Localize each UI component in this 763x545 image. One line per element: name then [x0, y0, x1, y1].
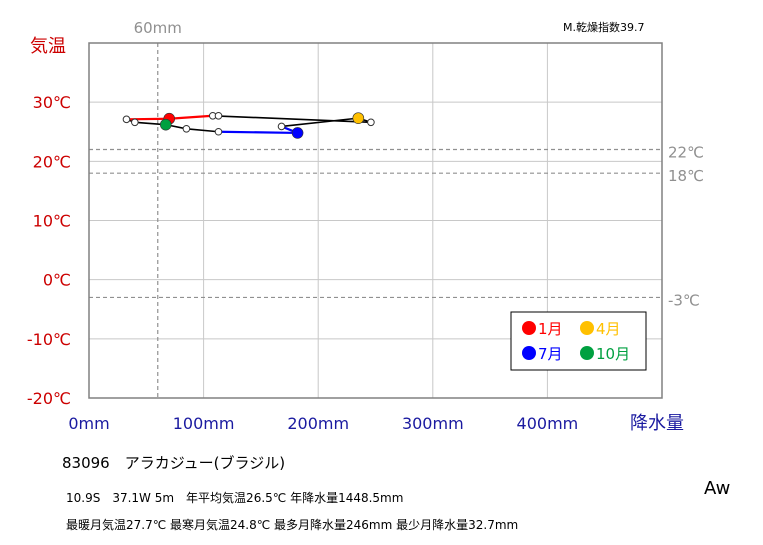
legend-label: 4月: [596, 320, 621, 338]
aridity-index: M.乾燥指数39.7: [563, 21, 645, 34]
legend-box: [510, 311, 647, 371]
legend: 1月 4月 7月 10月: [510, 311, 647, 371]
station-stats-line-1: 10.9S 37.1W 5m 年平均気温26.5℃ 年降水量1448.5mm: [66, 491, 404, 505]
x-axis-title: 降水量: [630, 413, 684, 434]
month-points: [122, 111, 375, 139]
koppen-class: Aw: [704, 478, 731, 499]
path-segment: [185, 127, 220, 133]
month-marker-10: [159, 118, 172, 131]
path-segment: [280, 117, 360, 128]
y-tick-label: 20℃: [33, 152, 71, 171]
reference-label-precip: 60mm: [134, 19, 182, 37]
x-tick-labels: 0mm 100mm 200mm 300mm 400mm: [68, 414, 578, 433]
month-point-12: [214, 111, 223, 120]
reference-label-temp: 18℃: [668, 167, 704, 185]
reference-lines: 22℃ 18℃ -3℃ 60mm: [89, 19, 704, 398]
legend-label: 7月: [538, 345, 563, 363]
x-tick-label: 200mm: [287, 414, 349, 433]
legend-marker: [522, 321, 536, 335]
y-tick-label: 30℃: [33, 93, 71, 112]
legend-marker: [522, 346, 536, 360]
month-marker-7: [291, 127, 304, 139]
path-segment: [211, 114, 372, 124]
legend-marker: [580, 321, 594, 335]
path-segment: [168, 114, 214, 120]
month-point-5: [277, 122, 286, 131]
month-point-3: [367, 118, 375, 127]
month-marker-4: [352, 112, 365, 124]
month-point-11: [122, 115, 131, 124]
y-tick-label: 0℃: [43, 271, 71, 290]
y-tick-label: 10℃: [33, 212, 71, 231]
grid: [89, 43, 662, 398]
station-name: 83096 アラカジュー(ブラジル): [62, 454, 286, 472]
month-point-8: [182, 124, 191, 133]
y-tick-label: -20℃: [27, 389, 71, 408]
y-tick-label: -10℃: [27, 330, 71, 349]
plot-area: [88, 42, 663, 399]
reference-label-temp: 22℃: [668, 144, 704, 162]
x-tick-label: 100mm: [173, 414, 235, 433]
path-segment: [217, 130, 299, 135]
station-stats-line-2: 最暖月気温27.7℃ 最寒月気温24.8℃ 最多月降水量246mm 最少月降水量…: [66, 518, 519, 532]
x-tick-label: 0mm: [68, 414, 109, 433]
month-point-9: [131, 118, 139, 127]
y-axis-title: 気温: [30, 36, 66, 57]
legend-label: 1月: [538, 320, 563, 338]
x-tick-label: 300mm: [402, 414, 464, 433]
x-tick-label: 400mm: [517, 414, 579, 433]
reference-label-temp: -3℃: [668, 291, 700, 309]
legend-label: 10月: [596, 345, 630, 363]
legend-marker: [580, 346, 594, 360]
y-tick-labels: 30℃ 20℃ 10℃ 0℃ -10℃ -20℃: [27, 93, 71, 408]
month-point-6: [214, 127, 223, 136]
